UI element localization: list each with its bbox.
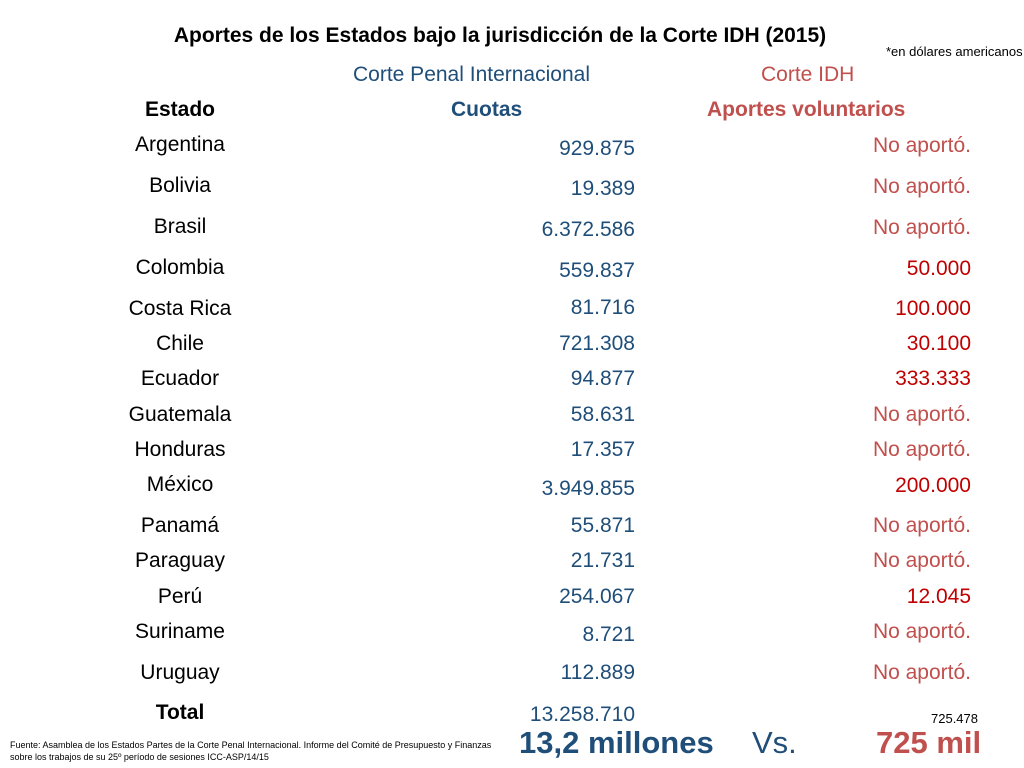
aporte-value: No aportó. (872, 216, 971, 239)
cuota-value: 21.731 (570, 549, 635, 572)
state-name: Suriname (135, 620, 225, 643)
state-name: Honduras (134, 438, 226, 461)
state-name: Guatemala (128, 403, 232, 426)
cuota-value: 6.372.586 (541, 218, 635, 241)
cuota-value: 3.949.855 (541, 477, 635, 500)
aporte-value: 50.000 (906, 257, 971, 280)
aporte-value: 30.100 (906, 332, 971, 355)
aporte-value: No aportó. (872, 620, 971, 643)
summary-idh: 725 mil (876, 725, 982, 760)
state-name: Colombia (135, 256, 225, 279)
cuota-value: 19.389 (570, 177, 635, 200)
cuota-value: 721.308 (559, 332, 635, 355)
slide-title: Aportes de los Estados bajo la jurisdicc… (173, 24, 827, 47)
currency-note: *en dólares americanos (886, 44, 1023, 59)
cuota-value: 929.875 (559, 137, 635, 160)
aporte-value: No aportó. (872, 175, 971, 198)
header-aportes: Aportes voluntarios (707, 98, 906, 121)
aporte-value: 200.000 (895, 474, 971, 497)
state-name: México (146, 473, 214, 496)
state-name: Costa Rica (128, 297, 232, 320)
source-note: Fuente: Asamblea de los Estados Partes d… (10, 740, 492, 762)
state-name: Ecuador (140, 367, 220, 390)
aporte-value: 333.333 (895, 367, 971, 390)
summary-cpi: 13,2 millones (519, 725, 714, 760)
total-cuota: 13.258.710 (529, 703, 635, 726)
cuota-value: 81.716 (570, 296, 635, 319)
header-cuotas: Cuotas (451, 98, 523, 121)
header-idh: Corte IDH (761, 63, 855, 86)
cuota-value: 112.889 (560, 661, 635, 684)
cuota-value: 559.837 (559, 259, 635, 282)
aporte-value: No aportó. (872, 661, 971, 684)
aporte-value: No aportó. (872, 549, 971, 572)
state-name: Argentina (135, 133, 225, 156)
aporte-value: No aportó. (872, 514, 971, 537)
aporte-value: No aportó. (872, 134, 971, 157)
summary-vs: Vs. (752, 725, 797, 760)
state-name: Chile (156, 332, 204, 355)
aporte-value: No aportó. (872, 403, 971, 426)
header-cpi: Corte Penal Internacional (353, 63, 590, 86)
cuota-value: 55.871 (570, 514, 635, 537)
state-name: Bolivia (149, 174, 211, 197)
state-name: Paraguay (135, 549, 225, 572)
state-name: Brasil (153, 215, 207, 238)
cuota-value: 8.721 (582, 623, 635, 646)
aporte-value: 12.045 (906, 585, 971, 608)
state-name: Perú (157, 585, 203, 608)
state-name: Uruguay (140, 661, 220, 684)
cuota-value: 58.631 (570, 403, 635, 426)
aporte-value: No aportó. (872, 438, 971, 461)
header-estado: Estado (145, 98, 216, 121)
cuota-value: 17.357 (570, 438, 635, 461)
total-label: Total (155, 701, 205, 724)
cuota-value: 94.877 (570, 367, 635, 390)
aporte-value: 100.000 (895, 297, 971, 320)
cuota-value: 254.067 (559, 585, 635, 608)
state-name: Panamá (140, 514, 220, 537)
total-aporte: 725.478 (931, 711, 978, 726)
